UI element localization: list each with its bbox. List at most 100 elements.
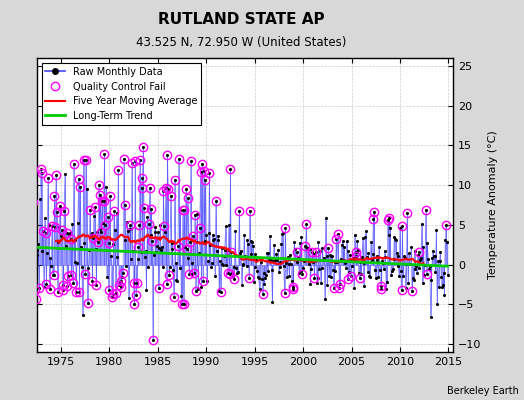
Point xyxy=(365,273,374,280)
Point xyxy=(107,294,116,300)
Point xyxy=(370,209,378,216)
Point xyxy=(407,243,416,250)
Point xyxy=(83,186,91,192)
Point xyxy=(401,285,410,292)
Point xyxy=(271,256,280,262)
Point xyxy=(351,232,359,238)
Point xyxy=(383,279,391,286)
Point xyxy=(214,232,223,239)
Point xyxy=(413,270,421,276)
Point xyxy=(93,229,102,235)
Point xyxy=(420,272,429,278)
Point xyxy=(57,233,65,239)
Point xyxy=(330,285,338,291)
Point xyxy=(178,301,186,307)
Point xyxy=(200,168,208,174)
Point xyxy=(441,237,450,243)
Point xyxy=(406,261,414,267)
Point xyxy=(73,260,81,266)
Point xyxy=(223,247,232,253)
Legend: Raw Monthly Data, Quality Control Fail, Five Year Moving Average, Long-Term Tren: Raw Monthly Data, Quality Control Fail, … xyxy=(41,63,201,125)
Point xyxy=(323,282,332,288)
Text: RUTLAND STATE AP: RUTLAND STATE AP xyxy=(158,12,324,27)
Point xyxy=(163,152,172,158)
Point xyxy=(316,248,324,254)
Point xyxy=(195,225,204,232)
Point xyxy=(301,244,310,250)
Point xyxy=(207,264,215,270)
Point xyxy=(350,285,358,291)
Point xyxy=(246,208,254,214)
Point xyxy=(357,270,365,277)
Point xyxy=(327,253,335,260)
Point xyxy=(428,255,436,261)
Point xyxy=(192,239,201,246)
Point xyxy=(301,243,309,249)
Point xyxy=(159,188,168,194)
Point xyxy=(238,261,247,268)
Point xyxy=(149,337,157,343)
Point xyxy=(70,161,78,167)
Point xyxy=(359,282,368,289)
Point xyxy=(104,287,113,294)
Point xyxy=(358,235,367,241)
Point xyxy=(336,280,344,287)
Point xyxy=(313,275,322,282)
Point xyxy=(275,268,283,275)
Point xyxy=(190,270,198,276)
Point xyxy=(90,213,98,219)
Point xyxy=(328,253,336,259)
Point xyxy=(264,268,272,274)
Point xyxy=(31,287,39,293)
Point xyxy=(148,238,156,244)
Point xyxy=(170,176,179,183)
Point xyxy=(318,245,326,252)
Point xyxy=(354,246,362,253)
Point xyxy=(188,270,196,277)
Point xyxy=(326,274,335,280)
Point xyxy=(377,286,386,292)
Point xyxy=(69,280,77,286)
Point xyxy=(80,240,89,246)
Point xyxy=(296,239,304,246)
Point xyxy=(221,246,229,253)
Point xyxy=(347,262,356,269)
Point xyxy=(227,249,235,255)
Point xyxy=(208,260,216,266)
Point xyxy=(341,259,350,266)
Point xyxy=(162,185,170,192)
Point xyxy=(200,238,209,244)
Point xyxy=(379,266,388,272)
Point xyxy=(53,288,62,295)
Point xyxy=(397,287,406,293)
Point xyxy=(174,243,182,249)
Point xyxy=(240,232,248,238)
Point xyxy=(81,271,89,277)
Point xyxy=(113,254,122,260)
Point xyxy=(62,230,71,236)
Point xyxy=(413,252,422,258)
Point xyxy=(358,254,366,260)
Point xyxy=(382,286,390,292)
Point xyxy=(265,257,274,263)
Point xyxy=(352,253,360,259)
Point xyxy=(311,257,320,264)
Point xyxy=(312,249,320,255)
Point xyxy=(339,238,347,244)
Point xyxy=(435,258,444,264)
Point xyxy=(157,246,165,253)
Point xyxy=(440,292,449,298)
Point xyxy=(218,261,226,267)
Point xyxy=(418,280,427,286)
Point xyxy=(104,214,112,220)
Point xyxy=(253,268,261,274)
Point xyxy=(110,208,118,214)
Point xyxy=(137,249,145,255)
Point xyxy=(294,255,302,262)
Point xyxy=(245,274,253,281)
Point xyxy=(111,227,119,233)
Point xyxy=(425,266,433,272)
Point xyxy=(215,288,223,294)
Point xyxy=(179,207,187,213)
Point xyxy=(128,248,137,254)
